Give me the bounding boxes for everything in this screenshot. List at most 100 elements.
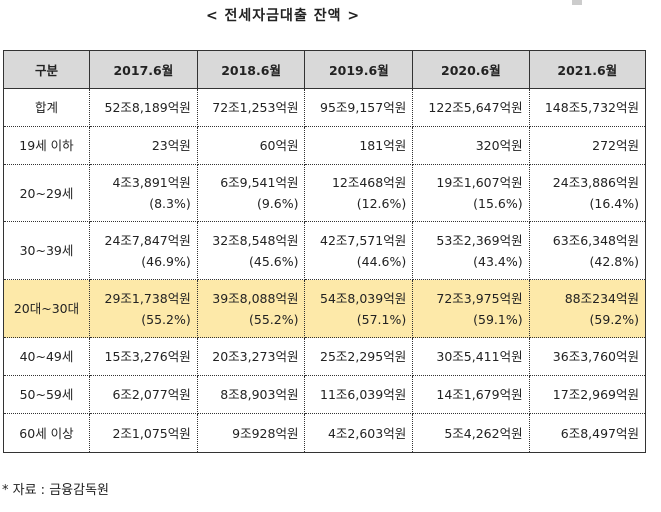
- table-cell: 6조9,541억원 (9.6%): [196, 164, 306, 222]
- table-cell: 24조7,847억원 (46.9%): [89, 221, 198, 280]
- cell-share: (9.6%): [256, 196, 299, 211]
- table-row: 20대~30대 29조1,738억원 (55.2%) 39조8,088억원 (55.2%…: [3, 279, 647, 338]
- cell-amount: 2조1,075억원: [112, 425, 191, 441]
- cell-share: (57.1%): [356, 311, 407, 327]
- table-cell: 88조234억원 (59.2%): [528, 279, 647, 338]
- column-header: 2020.6월: [412, 50, 530, 89]
- column-header: 구분: [3, 50, 90, 89]
- table-cell: 72조1,253억원: [196, 88, 306, 127]
- cell-amount: 52조8,189억원: [104, 100, 191, 115]
- table-row: 20~29세 4조3,891억원 (8.3%) 6조9,541억원 (9.6%) 12조4…: [3, 164, 647, 222]
- cell-share: (59.1%): [473, 311, 523, 327]
- table-cell: 60억원: [196, 126, 306, 165]
- table-cell: 24조3,886억원 (16.4%): [528, 164, 647, 222]
- table-cell: 72조3,975억원 (59.1%): [412, 279, 530, 338]
- table-cell: 39조8,088억원 (55.2%): [196, 279, 306, 338]
- cell-share: (59.2%): [589, 311, 639, 327]
- table-cell: 4조2,603억원: [304, 413, 414, 453]
- table-cell: 29조1,738억원 (55.2%): [89, 279, 198, 338]
- cell-amount: 272억원: [592, 138, 639, 153]
- table-cell: 15조3,276억원: [89, 337, 198, 376]
- table-cell: 181억원: [304, 126, 414, 165]
- table-row: 60세 이상 2조1,075억원 9조928억원 4조2,603억원 5조4,262억원…: [3, 413, 647, 453]
- cell-amount: 54조8,039억원: [320, 290, 407, 306]
- cell-share: (43.4%): [473, 253, 523, 269]
- table-header-row: 구분 2017.6월 2018.6월 2019.6월 2020.6월 2021.6월: [3, 50, 647, 89]
- column-header: 2021.6월: [528, 50, 647, 89]
- cell-amount: 181억원: [359, 138, 407, 153]
- row-label: 40~49세: [3, 337, 90, 376]
- cell-amount: 320억원: [475, 138, 523, 153]
- cell-amount: 9조928억원: [232, 425, 299, 441]
- table-row: 합계 52조8,189억원 72조1,253억원 95조9,157억원 122조5,64…: [3, 88, 647, 127]
- cell-share: (55.2%): [249, 311, 299, 327]
- page-title: < 전세자금대출 잔액 >: [205, 8, 361, 24]
- table-cell: 2조1,075억원: [89, 413, 198, 453]
- cell-amount: 24조3,886억원: [552, 175, 639, 190]
- cell-share: (8.3%): [149, 196, 191, 211]
- row-label: 합계: [3, 88, 90, 127]
- table-cell: 36조3,760억원: [528, 337, 647, 376]
- cell-amount: 5조4,262억원: [444, 425, 523, 441]
- cell-amount: 20조3,273억원: [212, 349, 299, 364]
- cell-amount: 25조2,295억원: [320, 349, 407, 364]
- loan-balance-table: 구분 2017.6월 2018.6월 2019.6월 2020.6월 2021.6월 합계…: [3, 50, 647, 453]
- row-label: 30~39세: [3, 221, 90, 280]
- column-header: 2017.6월: [89, 50, 198, 89]
- table-cell: 122조5,647억원: [412, 88, 530, 127]
- table-cell: 54조8,039억원 (57.1%): [304, 279, 414, 338]
- cell-amount: 6조8,497억원: [560, 425, 639, 441]
- cell-amount: 32조8,548억원: [212, 232, 299, 248]
- cell-amount: 15조3,276억원: [104, 349, 191, 364]
- cell-share: (44.6%): [356, 253, 407, 269]
- table-cell: 8조8,903억원: [196, 375, 306, 414]
- cell-amount: 72조1,253억원: [212, 100, 299, 115]
- corner-mark: [572, 0, 582, 5]
- cell-amount: 8조8,903억원: [220, 387, 299, 402]
- table-row: 50~59세 6조2,077억원 8조8,903억원 11조6,039억원 14조1,6…: [3, 375, 647, 414]
- table-cell: 320억원: [412, 126, 530, 165]
- table-cell: 14조1,679억원: [412, 375, 530, 414]
- cell-amount: 95조9,157억원: [320, 100, 407, 115]
- table-row: 30~39세 24조7,847억원 (46.9%) 32조8,548억원 (45.6%)…: [3, 221, 647, 280]
- cell-amount: 14조1,679억원: [436, 387, 523, 402]
- cell-amount: 12조468억원: [331, 175, 407, 190]
- row-label: 20대~30대: [3, 279, 90, 338]
- table-cell: 52조8,189억원: [89, 88, 198, 127]
- row-label: 20~29세: [3, 164, 90, 222]
- table-cell: 20조3,273억원: [196, 337, 306, 376]
- table-cell: 4조3,891억원 (8.3%): [89, 164, 198, 222]
- cell-amount: 122조5,647억원: [428, 100, 523, 115]
- table-cell: 17조2,969억원: [528, 375, 647, 414]
- table-cell: 11조6,039억원: [304, 375, 414, 414]
- cell-amount: 60억원: [259, 138, 299, 153]
- cell-amount: 6조2,077억원: [112, 387, 191, 402]
- table-row: 40~49세 15조3,276억원 20조3,273억원 25조2,295억원 30조5…: [3, 337, 647, 376]
- table-cell: 6조8,497억원: [528, 413, 647, 453]
- cell-amount: 17조2,969억원: [552, 387, 639, 402]
- cell-share: (45.6%): [249, 253, 299, 269]
- cell-share: (12.6%): [356, 196, 407, 211]
- cell-share: (42.8%): [589, 253, 639, 269]
- table-cell: 30조5,411억원: [412, 337, 530, 376]
- table-cell: 53조2,369억원 (43.4%): [412, 221, 530, 280]
- table-cell: 148조5,732억원: [528, 88, 647, 127]
- table-cell: 63조6,348억원 (42.8%): [528, 221, 647, 280]
- cell-amount: 24조7,847억원: [104, 232, 191, 248]
- cell-amount: 11조6,039억원: [320, 387, 407, 402]
- table-cell: 32조8,548억원 (45.6%): [196, 221, 306, 280]
- cell-share: (55.2%): [141, 311, 191, 327]
- table-cell: 5조4,262억원: [412, 413, 530, 453]
- cell-share: (16.4%): [589, 196, 639, 211]
- table-cell: 19조1,607억원 (15.6%): [412, 164, 530, 222]
- cell-amount: 88조234억원: [564, 290, 639, 306]
- cell-amount: 72조3,975억원: [436, 290, 523, 306]
- table-cell: 25조2,295억원: [304, 337, 414, 376]
- table-cell: 9조928억원: [196, 413, 306, 453]
- row-label: 50~59세: [3, 375, 90, 414]
- cell-amount: 29조1,738억원: [104, 290, 191, 306]
- cell-amount: 39조8,088억원: [212, 290, 299, 306]
- table-cell: 42조7,571억원 (44.6%): [304, 221, 414, 280]
- cell-share: (46.9%): [141, 253, 191, 269]
- table-cell: 95조9,157억원: [304, 88, 414, 127]
